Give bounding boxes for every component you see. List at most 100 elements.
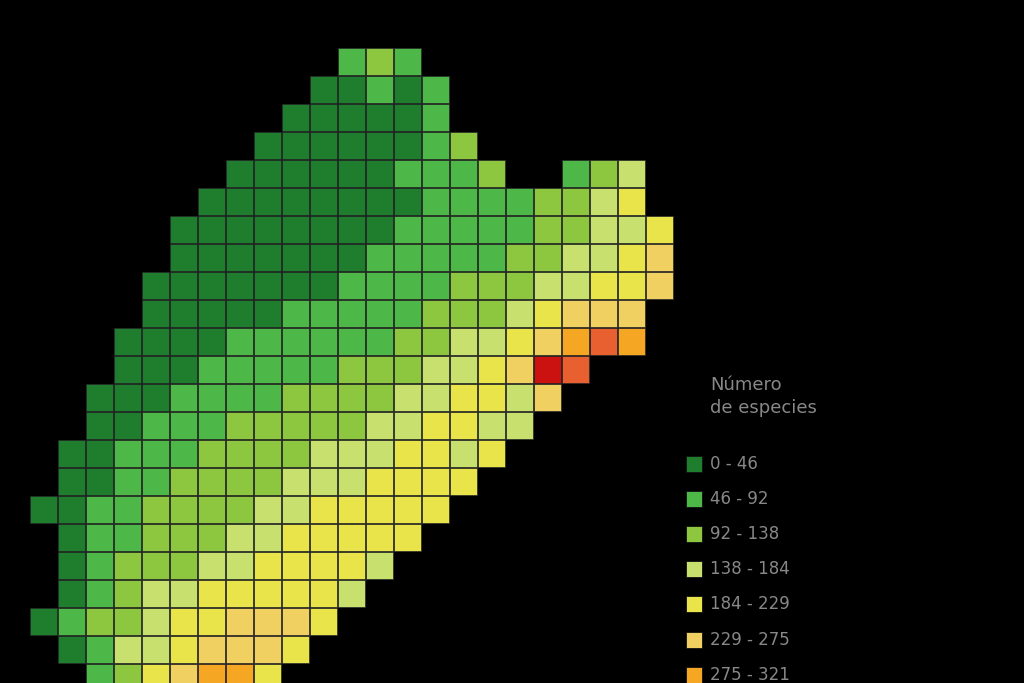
Bar [86,636,113,663]
Bar [366,160,393,187]
Bar [170,384,197,411]
Bar [282,272,309,299]
Bar [198,412,225,439]
Bar [506,356,534,383]
Bar [506,244,534,271]
Bar [86,384,113,411]
Bar [562,356,589,383]
Bar [394,524,421,551]
Bar [394,188,421,215]
Bar [198,664,225,683]
Bar [562,216,589,243]
Bar [338,48,365,75]
Bar [450,300,477,327]
Bar [338,440,365,467]
Bar [86,580,113,607]
Bar [422,216,449,243]
Bar [478,244,505,271]
Bar [534,384,561,411]
Bar [170,524,197,551]
Text: 229 - 275: 229 - 275 [710,630,790,649]
Bar [226,440,253,467]
Bar [366,412,393,439]
Bar [338,76,365,103]
Bar [282,496,309,523]
Bar [422,132,449,159]
Bar [142,636,169,663]
Bar [254,552,281,579]
Bar [366,496,393,523]
Bar [646,216,673,243]
Bar [58,440,85,467]
Bar [590,244,617,271]
Bar [506,300,534,327]
Bar [282,524,309,551]
Bar [366,552,393,579]
Bar [338,468,365,495]
Bar [534,188,561,215]
Bar [310,524,337,551]
Bar [338,412,365,439]
Bar [338,132,365,159]
Bar [310,132,337,159]
Bar [366,188,393,215]
Bar [366,356,393,383]
Bar [142,272,169,299]
Bar [254,608,281,635]
Bar [170,608,197,635]
Bar [226,580,253,607]
Bar [534,244,561,271]
Bar [394,104,421,131]
Bar [422,328,449,355]
Bar [226,524,253,551]
Bar [226,384,253,411]
Text: 46 - 92: 46 - 92 [710,490,769,508]
Bar [226,552,253,579]
Bar [310,244,337,271]
Bar [114,580,141,607]
Bar [478,160,505,187]
Bar [170,664,197,683]
Bar [142,356,169,383]
Bar [282,412,309,439]
Bar [170,552,197,579]
Bar [562,188,589,215]
Bar [226,160,253,187]
Text: 92 - 138: 92 - 138 [710,525,779,543]
Bar [478,328,505,355]
Bar [310,552,337,579]
Bar [282,244,309,271]
Bar [170,244,197,271]
Bar [506,272,534,299]
Bar [198,524,225,551]
Bar [686,526,702,542]
Bar [686,667,702,683]
Bar [282,160,309,187]
Bar [254,664,281,683]
Bar [686,596,702,613]
Bar [338,300,365,327]
Bar [254,636,281,663]
Bar [478,188,505,215]
Bar [394,384,421,411]
Bar [114,552,141,579]
Bar [142,468,169,495]
Bar [686,491,702,507]
Bar [254,272,281,299]
Bar [226,272,253,299]
Bar [254,188,281,215]
Bar [142,580,169,607]
Bar [562,160,589,187]
Bar [366,104,393,131]
Bar [310,496,337,523]
Bar [686,561,702,577]
Bar [478,216,505,243]
Bar [142,384,169,411]
Bar [450,356,477,383]
Bar [310,104,337,131]
Bar [366,272,393,299]
Bar [282,104,309,131]
Bar [686,632,702,647]
Bar [686,456,702,472]
Bar [534,272,561,299]
